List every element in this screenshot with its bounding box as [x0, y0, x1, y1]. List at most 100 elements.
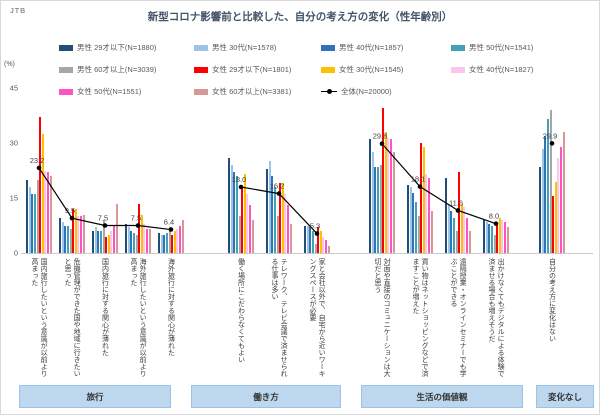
- group-box: 働き方: [191, 385, 341, 408]
- bar: [306, 225, 309, 253]
- bar: [166, 232, 169, 253]
- bar: [501, 220, 504, 253]
- bar: [415, 201, 418, 253]
- bar: [173, 231, 176, 253]
- bar: [447, 203, 450, 253]
- y-axis-unit-label: (%): [4, 61, 15, 68]
- bar-cluster: [92, 88, 118, 253]
- group-box: 変化なし: [536, 385, 594, 408]
- bar: [176, 229, 179, 253]
- y-axis-tick-label: 15: [9, 193, 18, 203]
- bar: [468, 231, 471, 253]
- category-label: 買い物はネットショッピングなどで済ますことが増えた: [412, 258, 429, 377]
- bar: [80, 216, 83, 253]
- bar: [466, 218, 469, 253]
- bar-cluster: [266, 88, 292, 253]
- bar: [319, 231, 322, 253]
- bar: [59, 218, 62, 253]
- bar-cluster: [125, 88, 151, 253]
- bar-cluster: [539, 88, 565, 253]
- category-label: 国内旅行に対する関心が薄れた: [101, 258, 109, 356]
- bar: [97, 231, 100, 253]
- bar: [110, 231, 113, 253]
- category-label: 遠隔授業・オンラインセミナーでも学ぶことができる: [450, 258, 467, 377]
- category-label: 危機管理ができた国や地域に行きたいと思った: [64, 258, 81, 377]
- bar: [460, 203, 463, 253]
- bar: [61, 221, 64, 253]
- x-axis-line: [21, 253, 593, 254]
- bar: [496, 223, 499, 253]
- category-label: テレワーク、テレビ会議で済ませられる仕事は多い: [271, 258, 288, 377]
- bar: [230, 165, 233, 253]
- bar-cluster: [304, 88, 330, 253]
- bar: [130, 231, 133, 253]
- bar: [554, 181, 557, 253]
- category-label: 対面や直接のコミュニケーションは大切だと思う: [374, 258, 391, 377]
- bar: [238, 216, 241, 253]
- legend-swatch-icon: [451, 66, 465, 73]
- bar: [92, 231, 95, 253]
- legend-item: 女性 40代(N=1827): [451, 64, 533, 75]
- bar: [233, 172, 236, 253]
- bar: [143, 223, 146, 253]
- legend-label: 男性 29才以下(N=1880): [77, 43, 157, 52]
- bar: [28, 187, 31, 253]
- bar: [125, 223, 128, 253]
- bar-cluster: [445, 88, 471, 253]
- bar: [77, 216, 80, 253]
- bar: [69, 229, 72, 253]
- bar: [100, 231, 103, 253]
- bar: [158, 232, 161, 253]
- bar: [379, 165, 382, 253]
- category-label: 海外旅行に対する関心が薄れた: [167, 258, 175, 356]
- bar: [160, 234, 163, 253]
- bar: [179, 225, 182, 253]
- category-label: 海外旅行したいという意識が以前より高まった: [130, 258, 147, 377]
- bar: [371, 152, 374, 253]
- bar-cluster: [228, 88, 254, 253]
- bar-cluster: [59, 88, 85, 253]
- bar: [64, 225, 67, 253]
- category-label: 家と会社以外で、自宅から近いワーキングスペースが必要: [309, 258, 326, 377]
- y-axis-tick-label: 30: [9, 138, 18, 148]
- bar: [31, 194, 34, 253]
- bar: [105, 236, 108, 253]
- legend-item: 男性 29才以下(N=1880): [59, 42, 156, 53]
- category-label: 出かけなくてもデジタルによる体験で済ませる場合も増えそうだ: [488, 258, 505, 377]
- bar: [483, 220, 486, 253]
- bar: [94, 227, 97, 253]
- bar: [417, 216, 420, 253]
- bar: [133, 232, 136, 253]
- bar: [127, 227, 130, 253]
- bar-cluster: [158, 88, 184, 253]
- bar: [325, 240, 328, 253]
- bar: [560, 146, 563, 253]
- bar-cluster: [369, 88, 395, 253]
- legend-swatch-icon: [321, 44, 335, 51]
- bar-cluster: [26, 88, 52, 253]
- bar: [34, 194, 37, 253]
- bar: [236, 176, 239, 253]
- bar: [493, 234, 496, 253]
- bar: [113, 225, 116, 253]
- bar: [146, 229, 149, 253]
- category-label: 自分の考え方に変化はない: [548, 258, 556, 342]
- legend-label: 女性 40代(N=1827): [469, 65, 534, 74]
- legend-label: 男性 60才以上(N=3039): [77, 65, 157, 74]
- bar: [377, 166, 380, 253]
- bar: [74, 209, 77, 253]
- legend-item: 女性 29才以下(N=1801): [194, 64, 291, 75]
- bar: [392, 152, 395, 253]
- bar: [463, 207, 466, 253]
- bar: [148, 229, 151, 253]
- bar: [374, 166, 377, 253]
- bar: [453, 218, 456, 253]
- category-label: 働く場所にこだわらなくてもよい: [237, 258, 245, 363]
- bar: [506, 227, 509, 253]
- bar: [322, 236, 325, 253]
- legend-label: 男性 40代(N=1857): [339, 43, 404, 52]
- legend-item: 男性 50代(N=1541): [451, 42, 533, 53]
- bar: [312, 231, 315, 253]
- bar: [135, 234, 138, 253]
